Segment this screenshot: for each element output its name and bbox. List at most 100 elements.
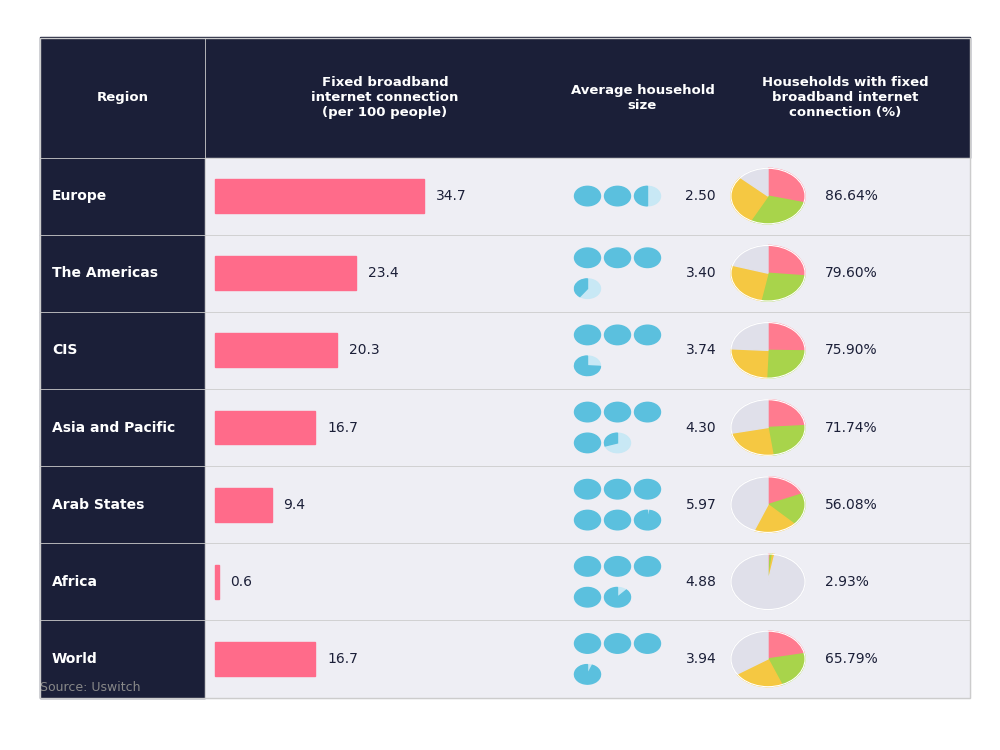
Bar bbox=[40, 158, 205, 235]
Circle shape bbox=[604, 556, 630, 576]
Bar bbox=[215, 256, 356, 290]
Wedge shape bbox=[731, 632, 768, 674]
Wedge shape bbox=[731, 178, 768, 220]
Text: 71.74%: 71.74% bbox=[825, 421, 878, 434]
Text: 3.74: 3.74 bbox=[686, 344, 716, 357]
Text: Fixed broadband
internet connection
(per 100 people): Fixed broadband internet connection (per… bbox=[311, 76, 459, 119]
Text: 79.60%: 79.60% bbox=[825, 266, 878, 280]
Circle shape bbox=[574, 279, 600, 298]
Wedge shape bbox=[768, 322, 805, 351]
Text: Region: Region bbox=[96, 91, 148, 104]
Text: World: World bbox=[52, 652, 98, 666]
Bar bbox=[215, 565, 219, 598]
Text: 2.93%: 2.93% bbox=[825, 574, 869, 589]
Circle shape bbox=[574, 510, 600, 530]
Circle shape bbox=[604, 634, 630, 653]
Wedge shape bbox=[768, 653, 805, 685]
Wedge shape bbox=[768, 168, 805, 202]
Wedge shape bbox=[768, 400, 805, 427]
Wedge shape bbox=[731, 554, 805, 610]
Wedge shape bbox=[768, 632, 804, 659]
Bar bbox=[40, 389, 205, 466]
Bar bbox=[40, 466, 205, 543]
Circle shape bbox=[635, 402, 660, 422]
Wedge shape bbox=[731, 400, 768, 433]
Circle shape bbox=[635, 510, 660, 530]
Wedge shape bbox=[605, 433, 617, 446]
Wedge shape bbox=[768, 477, 802, 505]
Text: 2.50: 2.50 bbox=[686, 189, 716, 203]
Wedge shape bbox=[731, 322, 768, 350]
Wedge shape bbox=[575, 279, 587, 296]
Bar bbox=[215, 334, 337, 368]
Circle shape bbox=[574, 248, 600, 268]
Circle shape bbox=[574, 664, 600, 684]
Bar bbox=[40, 312, 205, 389]
Bar bbox=[215, 642, 315, 676]
Text: CIS: CIS bbox=[52, 344, 77, 357]
Circle shape bbox=[635, 248, 660, 268]
Bar bbox=[205, 235, 970, 312]
Text: Arab States: Arab States bbox=[52, 498, 144, 512]
Circle shape bbox=[574, 634, 600, 653]
Bar bbox=[205, 312, 970, 389]
Text: 4.88: 4.88 bbox=[686, 574, 716, 589]
Wedge shape bbox=[733, 245, 768, 273]
Text: Europe: Europe bbox=[52, 189, 107, 203]
Text: 56.08%: 56.08% bbox=[825, 498, 878, 512]
Wedge shape bbox=[768, 425, 805, 455]
Circle shape bbox=[574, 326, 600, 345]
Wedge shape bbox=[635, 186, 648, 206]
Circle shape bbox=[604, 510, 630, 530]
Wedge shape bbox=[768, 245, 805, 276]
Circle shape bbox=[604, 433, 630, 453]
Bar bbox=[215, 488, 272, 521]
Circle shape bbox=[635, 326, 660, 345]
Text: 3.94: 3.94 bbox=[686, 652, 716, 666]
Circle shape bbox=[574, 587, 600, 607]
Text: 3.40: 3.40 bbox=[686, 266, 716, 280]
Wedge shape bbox=[575, 664, 600, 684]
Wedge shape bbox=[761, 273, 805, 301]
Text: Africa: Africa bbox=[52, 574, 98, 589]
Circle shape bbox=[635, 186, 660, 206]
Wedge shape bbox=[635, 510, 660, 530]
Text: 0.6: 0.6 bbox=[231, 574, 253, 589]
Wedge shape bbox=[768, 554, 775, 582]
Text: 9.4: 9.4 bbox=[284, 498, 306, 512]
Circle shape bbox=[635, 479, 660, 499]
Circle shape bbox=[604, 326, 630, 345]
Bar bbox=[205, 543, 970, 620]
Circle shape bbox=[604, 479, 630, 499]
Wedge shape bbox=[740, 168, 768, 196]
Wedge shape bbox=[767, 350, 805, 378]
Text: 34.7: 34.7 bbox=[436, 189, 466, 203]
Bar bbox=[205, 466, 970, 543]
Text: 75.90%: 75.90% bbox=[825, 344, 878, 357]
Bar bbox=[40, 235, 205, 312]
Bar bbox=[205, 158, 970, 235]
Wedge shape bbox=[731, 266, 768, 301]
Bar bbox=[205, 389, 970, 466]
Wedge shape bbox=[768, 554, 770, 582]
Wedge shape bbox=[731, 349, 768, 378]
Circle shape bbox=[604, 248, 630, 268]
Circle shape bbox=[574, 556, 600, 576]
Wedge shape bbox=[768, 554, 773, 582]
Circle shape bbox=[635, 556, 660, 576]
Text: 16.7: 16.7 bbox=[327, 421, 358, 434]
Text: 86.64%: 86.64% bbox=[825, 189, 878, 203]
Circle shape bbox=[604, 587, 630, 607]
Bar bbox=[215, 179, 424, 213]
Text: 20.3: 20.3 bbox=[349, 344, 380, 357]
Wedge shape bbox=[751, 196, 804, 223]
Wedge shape bbox=[731, 477, 768, 530]
Text: Households with fixed
broadband internet
connection (%): Households with fixed broadband internet… bbox=[762, 76, 928, 119]
Bar bbox=[40, 543, 205, 620]
Bar bbox=[215, 410, 315, 445]
Circle shape bbox=[604, 402, 630, 422]
Wedge shape bbox=[754, 505, 794, 532]
Wedge shape bbox=[732, 427, 773, 455]
Text: 5.97: 5.97 bbox=[686, 498, 716, 512]
Text: 4.30: 4.30 bbox=[686, 421, 716, 434]
